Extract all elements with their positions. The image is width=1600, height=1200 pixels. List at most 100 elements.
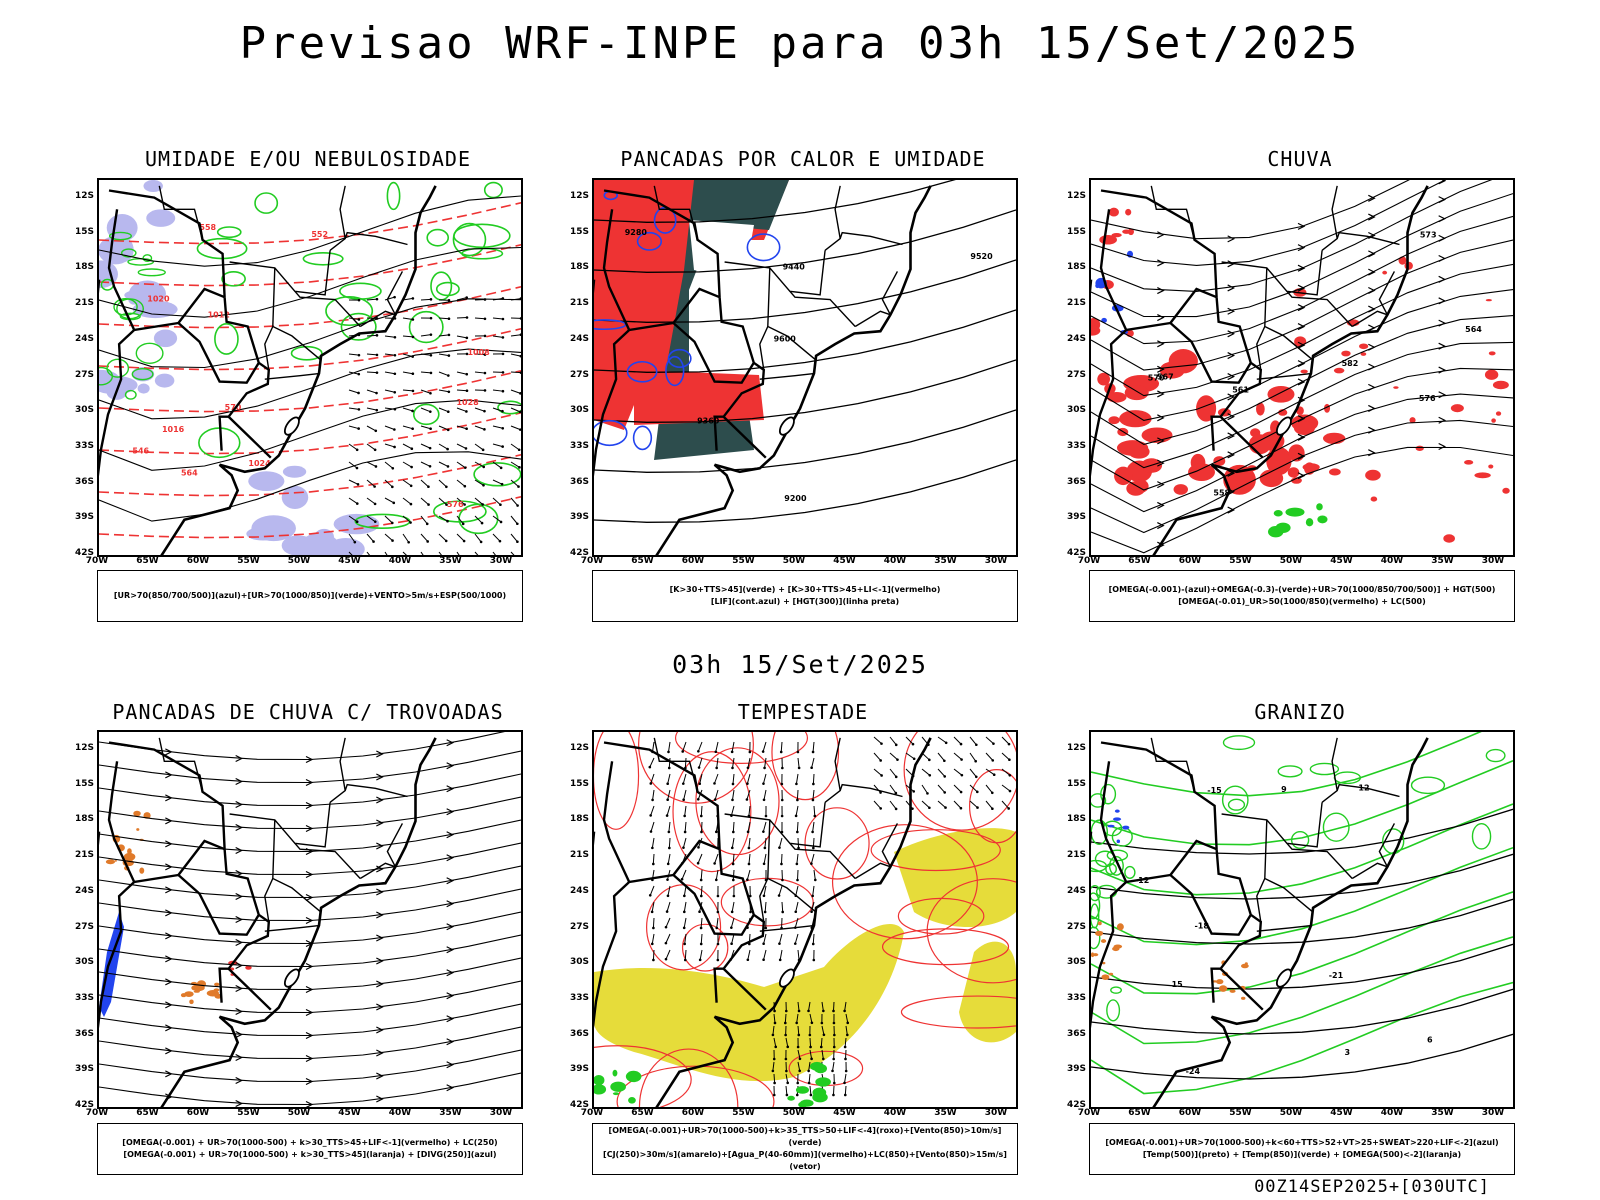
- rain-area: [1173, 484, 1188, 495]
- wind-vector: [667, 773, 671, 784]
- wind-vector: [969, 752, 977, 762]
- panel-title: GRANIZO: [1254, 700, 1346, 724]
- wind-vector-head: [781, 878, 784, 882]
- streamline-arrow: [1438, 215, 1447, 223]
- wind-vector: [697, 853, 703, 864]
- lat-tick-label: 42S: [74, 1100, 94, 1110]
- wind-vector: [438, 515, 448, 522]
- state-border: [264, 326, 274, 370]
- wind-vector-head: [748, 750, 752, 754]
- streamline-arrow: [1297, 360, 1306, 368]
- wind-vector: [808, 1001, 811, 1011]
- wind-vector: [764, 757, 767, 768]
- wind-vector-head: [429, 333, 433, 336]
- wind-vector: [474, 533, 482, 543]
- wind-vector: [474, 425, 485, 430]
- lon-tick-label: 55W: [732, 1108, 755, 1118]
- wind-vector: [813, 869, 816, 880]
- wind-vector-head: [681, 750, 685, 753]
- wind-vector-head: [519, 297, 521, 300]
- streamline: [99, 773, 521, 807]
- streamline-arrow: [305, 962, 314, 971]
- streamline-arrow: [1227, 506, 1236, 514]
- lon-tick-label: 30W: [489, 1108, 513, 1118]
- wind-vector-head: [411, 372, 415, 376]
- state-border: [1286, 290, 1353, 327]
- country-border: [602, 209, 631, 331]
- lat-tick-label: 24S: [569, 885, 589, 896]
- wind-vector-head: [357, 391, 360, 395]
- wind-vector: [510, 551, 515, 555]
- wind-vector: [510, 533, 518, 543]
- wind-vector: [700, 869, 703, 881]
- rain-area: [1106, 391, 1127, 403]
- temp850-contour: [1091, 926, 1101, 950]
- wind-vector-head: [773, 1009, 776, 1013]
- wind-vector-head: [355, 502, 359, 505]
- wind-vector-head: [832, 1057, 835, 1061]
- streamline-850: [831, 824, 978, 940]
- wind-vector-head: [429, 391, 432, 395]
- wind-vector-head: [444, 539, 448, 543]
- wind-vector: [665, 949, 671, 960]
- lat-tick-label: 36S: [569, 476, 589, 487]
- lon-tick-label: 70W: [85, 556, 109, 566]
- temp850-contour: [1227, 798, 1246, 811]
- wind-vector: [921, 784, 928, 794]
- streamline-arrow: [1227, 235, 1236, 243]
- streamline-arrow: [1227, 330, 1236, 338]
- wind-vector: [780, 741, 783, 753]
- streamline: [1091, 180, 1447, 266]
- state-border: [1321, 231, 1400, 251]
- wind-vector-head: [796, 750, 800, 754]
- wind-vector-head: [1007, 807, 1010, 810]
- streamline-arrow: [1227, 393, 1236, 401]
- wind-vector: [668, 837, 671, 849]
- state-border: [1256, 924, 1313, 932]
- wind-vector: [649, 885, 655, 896]
- streamline-arrow: [1438, 319, 1447, 327]
- streamline-arrow: [1157, 365, 1165, 373]
- wind-vector: [763, 789, 767, 800]
- wind-vector-head: [519, 354, 521, 358]
- wind-vector-head: [992, 773, 996, 777]
- wind-vector-head: [730, 926, 733, 929]
- wind-vector-head: [880, 742, 883, 745]
- lon-tick-label: 70W: [85, 1108, 109, 1118]
- humidity-contour: [135, 342, 164, 364]
- lat-tick-label: 33S: [74, 440, 94, 451]
- streamline-arrow: [376, 888, 384, 896]
- streamline-arrow: [1438, 391, 1447, 399]
- wind-vector-head: [375, 371, 379, 374]
- lat-tick-label: 18S: [1066, 262, 1086, 273]
- humidity-contour: [131, 368, 154, 381]
- wind-vector: [698, 757, 703, 768]
- wind-vector: [700, 885, 703, 897]
- wind-vector-head: [699, 814, 703, 818]
- wind-vector: [348, 443, 358, 451]
- temp850-contour: [1485, 748, 1506, 763]
- wind-vector-head: [812, 782, 815, 786]
- wind-vector: [348, 425, 359, 430]
- state-border: [834, 737, 841, 791]
- wind850-area: [612, 1092, 620, 1096]
- humidity-contour: [483, 181, 503, 199]
- panel-title: PANCADAS DE CHUVA C/ TROVOADAS: [112, 700, 504, 724]
- wind-vector-head: [501, 445, 504, 448]
- wind-vector-head: [375, 353, 379, 357]
- wind-vector-head: [461, 522, 465, 526]
- wind-vector-head: [357, 318, 361, 321]
- wind-vector-head: [649, 814, 652, 817]
- streamline-850: [674, 732, 809, 764]
- wind-vector-head: [668, 846, 671, 850]
- lon-tick-label: 70W: [580, 556, 604, 566]
- wind-vector-head: [812, 958, 816, 962]
- wind-vector: [873, 800, 882, 809]
- lat-tick-label: 30S: [74, 405, 94, 416]
- rain-area: [1382, 270, 1388, 275]
- rain-area: [1287, 467, 1300, 478]
- wind-vector: [780, 853, 783, 865]
- state-border: [272, 267, 321, 360]
- country-border: [218, 967, 229, 1003]
- streamline-arrow: [305, 778, 314, 787]
